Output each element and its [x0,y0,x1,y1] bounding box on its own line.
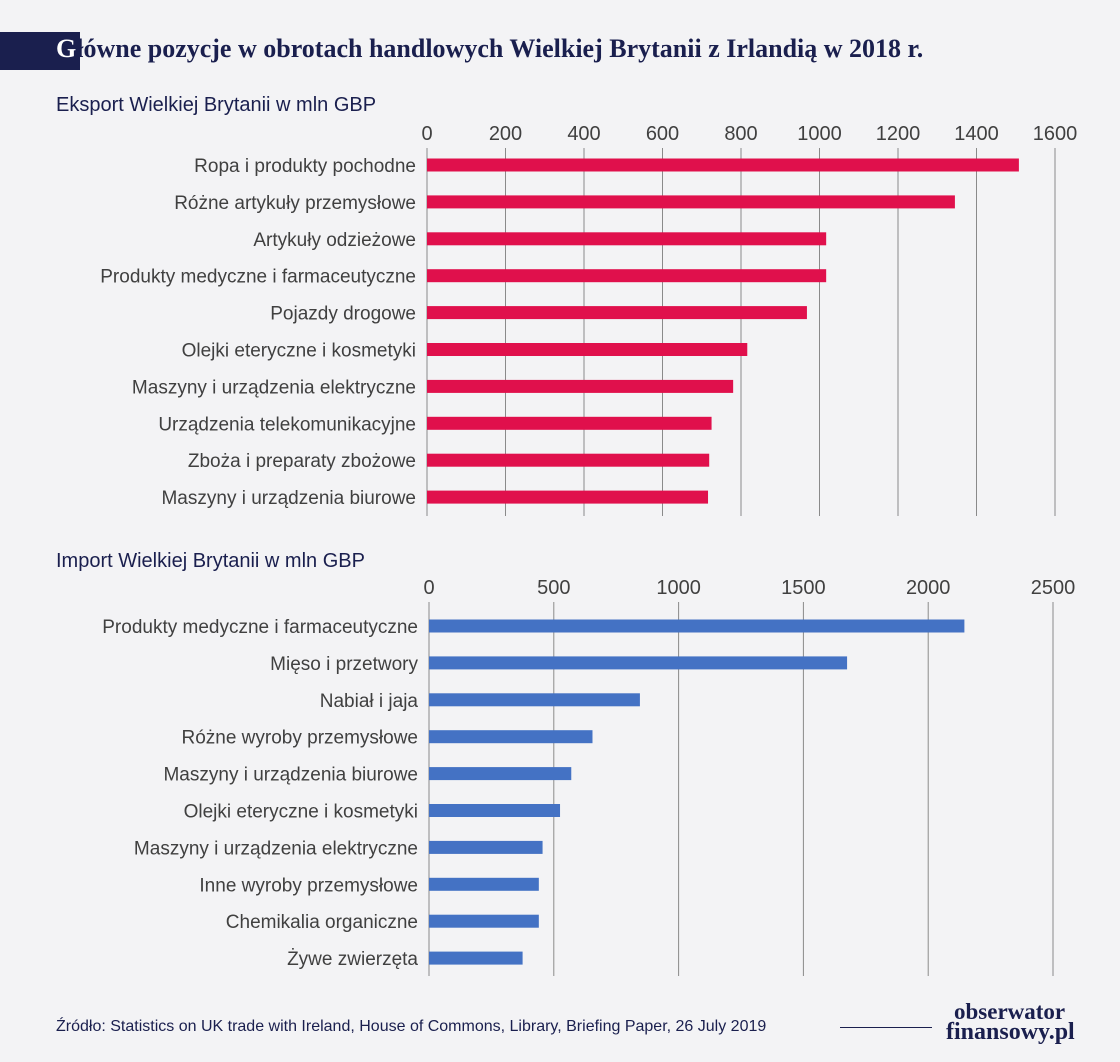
import-category-label: Chemikalia organiczne [226,912,418,933]
import-category-label: Różne wyroby przemysłowe [181,728,418,749]
import-tick-label: 2000 [906,577,951,599]
export-tick-label: 800 [724,123,757,145]
export-category-label: Ropa i produkty pochodne [194,156,416,177]
title-bar: Główne pozycje w obrotach handlowych Wie… [0,32,1120,74]
import-bar [429,840,543,854]
import-category-label: Nabiał i jaja [320,691,419,712]
export-category-label: Maszyny i urządzenia elektryczne [132,377,416,398]
export-bar [427,490,709,504]
import-bar [429,914,539,928]
import-bar [429,877,539,891]
import-bar [429,656,848,670]
import-bar [429,619,965,633]
chart-title-initial: G [56,34,77,63]
export-bar [427,343,748,356]
export-category-label: Produkty medyczne i farmaceutyczne [100,267,416,288]
publisher-logo: obserwator finansowy.pl [946,999,1075,1045]
export-bar [427,269,827,283]
export-chart-title: Eksport Wielkiej Brytanii w mln GBP [56,94,376,116]
import-category-label: Produkty medyczne i farmaceutyczne [102,617,418,638]
import-category-label: Żywe zwierzęta [287,949,418,970]
export-tick-label: 1000 [797,123,842,145]
export-tick-label: 400 [567,123,600,145]
export-category-label: Artykuły odzieżowe [253,230,416,251]
export-tick-label: 600 [646,123,679,145]
import-tick-label: 1500 [781,577,826,599]
export-bar [427,453,710,467]
export-bar [427,195,955,209]
import-bar [429,804,561,817]
export-tick-label: 1200 [876,123,921,145]
export-tick-label: 1600 [1033,123,1078,145]
chart-title-rest: łówne pozycje w obrotach handlowych Wiel… [76,34,924,63]
export-category-label: Urządzenia telekomunikacyjne [158,414,416,435]
chart-title: Główne pozycje w obrotach handlowych Wie… [56,34,923,64]
logo-line-2: finansowy.pl [946,1019,1075,1045]
export-tick-label: 200 [489,123,522,145]
import-bar [429,951,523,965]
import-category-label: Olejki eteryczne i kosmetyki [184,802,418,823]
import-category-label: Maszyny i urządzenia biurowe [163,765,418,786]
logo-line-1: obserwator [954,999,1066,1024]
import-bar [429,693,640,707]
import-chart-title: Import Wielkiej Brytanii w mln GBP [56,550,365,572]
import-bar [429,730,593,744]
export-tick-label: 1400 [954,123,999,145]
export-category-label: Maszyny i urządzenia biurowe [161,488,416,509]
footer-divider [840,1027,932,1028]
import-category-label: Maszyny i urządzenia elektryczne [134,838,418,859]
export-bar [427,379,734,393]
source-note: Źródło: Statistics on UK trade with Irel… [56,1018,767,1035]
export-category-label: Pojazdy drogowe [270,304,416,325]
export-category-label: Olejki eteryczne i kosmetyki [182,341,416,362]
import-category-label: Inne wyroby przemysłowe [199,875,418,896]
title-accent-block [0,32,80,70]
export-category-label: Zboża i preparaty zbożowe [188,451,416,472]
import-tick-label: 1000 [656,577,701,599]
export-tick-label: 0 [421,123,432,145]
export-bar [427,158,1019,172]
import-tick-label: 2500 [1031,577,1076,599]
import-bar [429,767,572,781]
export-bar [427,232,827,246]
export-bar [427,306,807,320]
import-tick-label: 500 [537,577,570,599]
import-tick-label: 0 [423,577,434,599]
export-category-label: Różne artykuły przemysłowe [174,193,416,214]
import-category-label: Mięso i przetwory [270,654,418,675]
export-bar [427,416,712,430]
